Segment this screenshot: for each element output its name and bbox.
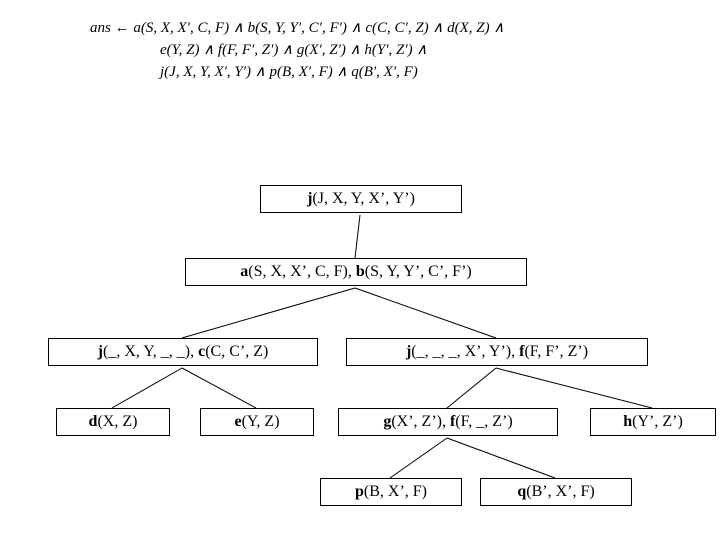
node-n4: d(X, Z): [56, 408, 170, 436]
node-n5: e(Y, Z): [200, 408, 314, 436]
node-n8: p(B, X’, F): [320, 478, 462, 506]
node-n2: j(_, X, Y, _, _), c(C, C’, Z): [48, 338, 318, 366]
formula-line-2: e(Y, Z) ∧ f(F, F′, Z′) ∧ g(X′, Z′) ∧ h(Y…: [160, 40, 427, 59]
node-n9: q(B’, X’, F): [480, 478, 632, 506]
node-n0: j(J, X, Y, X’, Y’): [260, 185, 462, 213]
node-n7: h(Y’, Z’): [590, 408, 716, 436]
node-n6: g(X’, Z’), f(F, _, Z’): [338, 408, 558, 436]
formula-line-3: j(J, X, Y, X′, Y′) ∧ p(B, X′, F) ∧ q(B′,…: [160, 62, 418, 81]
node-n3: j(_, _, _, X’, Y’), f(F, F’, Z’): [346, 338, 648, 366]
formula-line-1: ans ← a(S, X, X′, C, F) ∧ b(S, Y, Y′, C′…: [90, 18, 504, 37]
node-n1: a(S, X, X’, C, F), b(S, Y, Y’, C’, F’): [185, 258, 527, 286]
